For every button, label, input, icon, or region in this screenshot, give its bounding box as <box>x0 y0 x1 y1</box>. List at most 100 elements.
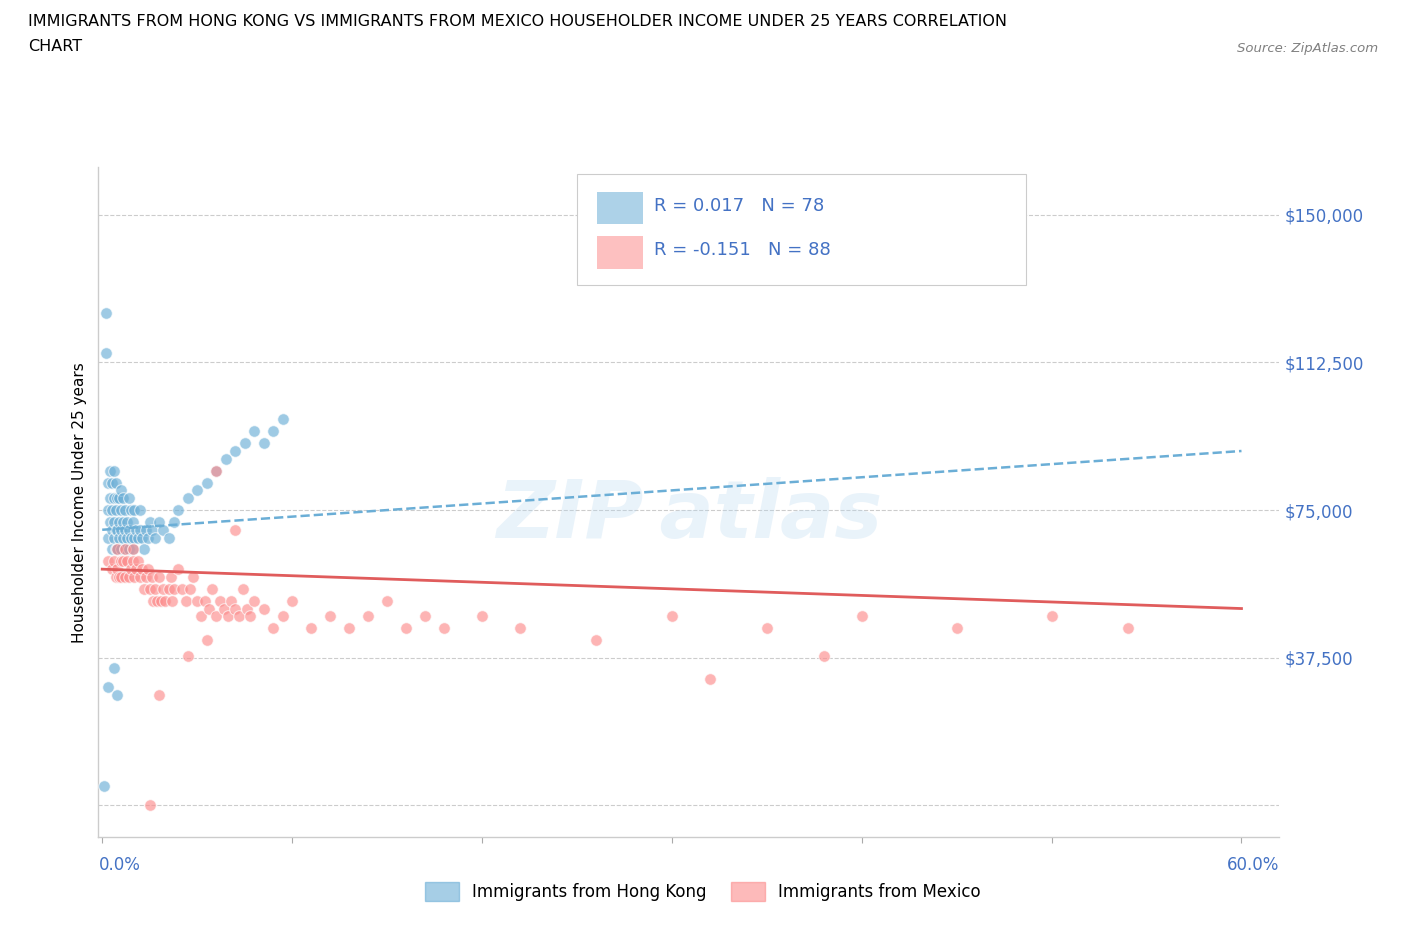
Point <box>132 581 155 596</box>
Point <box>433 621 456 636</box>
Point <box>174 593 197 608</box>
Point <box>108 491 131 506</box>
Point <box>163 514 186 529</box>
Point <box>114 523 136 538</box>
Point <box>110 542 132 557</box>
Point <box>163 581 186 596</box>
Point <box>235 601 257 616</box>
Point <box>100 542 122 557</box>
Point <box>100 475 122 490</box>
Point <box>699 672 721 687</box>
Point <box>167 562 190 577</box>
Point <box>110 523 132 538</box>
Point <box>148 688 170 703</box>
Point <box>195 475 218 490</box>
Point <box>157 530 180 545</box>
Point <box>851 609 873 624</box>
Point <box>509 621 531 636</box>
Point <box>124 569 146 584</box>
Point <box>115 554 138 569</box>
Point <box>138 514 160 529</box>
Point <box>153 593 176 608</box>
Point <box>127 530 149 545</box>
Point <box>114 542 136 557</box>
Point <box>471 609 494 624</box>
Point <box>103 530 125 545</box>
Point <box>120 530 142 545</box>
Point <box>136 562 159 577</box>
Y-axis label: Householder Income Under 25 years: Householder Income Under 25 years <box>72 362 87 643</box>
Point <box>224 523 246 538</box>
Point <box>131 530 153 545</box>
FancyBboxPatch shape <box>596 193 643 224</box>
Legend: Immigrants from Hong Kong, Immigrants from Mexico: Immigrants from Hong Kong, Immigrants fr… <box>419 875 987 908</box>
Point <box>114 542 136 557</box>
Point <box>114 502 136 517</box>
Point <box>107 688 129 703</box>
Point <box>138 798 160 813</box>
Point <box>243 424 266 439</box>
Point <box>148 569 170 584</box>
FancyBboxPatch shape <box>576 174 1025 285</box>
Point <box>104 542 127 557</box>
Point <box>179 581 201 596</box>
Point <box>170 581 193 596</box>
Point <box>104 569 127 584</box>
Point <box>115 530 138 545</box>
Point <box>150 593 173 608</box>
Point <box>120 502 142 517</box>
Point <box>357 609 380 624</box>
Point <box>186 593 208 608</box>
Point <box>395 621 418 636</box>
Point <box>176 648 198 663</box>
Point <box>107 562 129 577</box>
Point <box>93 778 115 793</box>
Point <box>127 554 149 569</box>
Text: 0.0%: 0.0% <box>98 856 141 873</box>
Point <box>118 569 141 584</box>
Text: 60.0%: 60.0% <box>1227 856 1279 873</box>
Point <box>194 593 217 608</box>
Point <box>121 514 143 529</box>
Point <box>97 530 120 545</box>
Point <box>121 542 143 557</box>
Point <box>118 491 141 506</box>
Point <box>103 491 125 506</box>
Point <box>138 581 160 596</box>
Point <box>162 593 184 608</box>
Point <box>239 609 262 624</box>
Point <box>108 569 131 584</box>
Point <box>103 463 125 478</box>
Point <box>755 621 778 636</box>
Point <box>135 569 157 584</box>
Point <box>136 530 159 545</box>
Point <box>104 502 127 517</box>
Point <box>152 581 174 596</box>
Point <box>98 463 121 478</box>
Point <box>110 483 132 498</box>
Point <box>98 491 121 506</box>
Point <box>281 593 304 608</box>
Text: CHART: CHART <box>28 39 82 54</box>
Point <box>661 609 683 624</box>
Point <box>585 632 607 647</box>
Point <box>100 523 122 538</box>
Point <box>110 569 132 584</box>
Point <box>100 562 122 577</box>
Point <box>142 593 165 608</box>
Point <box>1040 609 1063 624</box>
Point <box>125 523 148 538</box>
Point <box>205 463 228 478</box>
Point <box>110 502 132 517</box>
Point <box>271 609 294 624</box>
FancyBboxPatch shape <box>596 236 643 269</box>
Point <box>141 523 163 538</box>
Point <box>152 523 174 538</box>
Point <box>148 514 170 529</box>
Point <box>141 569 163 584</box>
Text: R = -0.151   N = 88: R = -0.151 N = 88 <box>654 242 831 259</box>
Point <box>110 554 132 569</box>
Point <box>107 523 129 538</box>
Point <box>97 475 120 490</box>
Point <box>121 542 143 557</box>
